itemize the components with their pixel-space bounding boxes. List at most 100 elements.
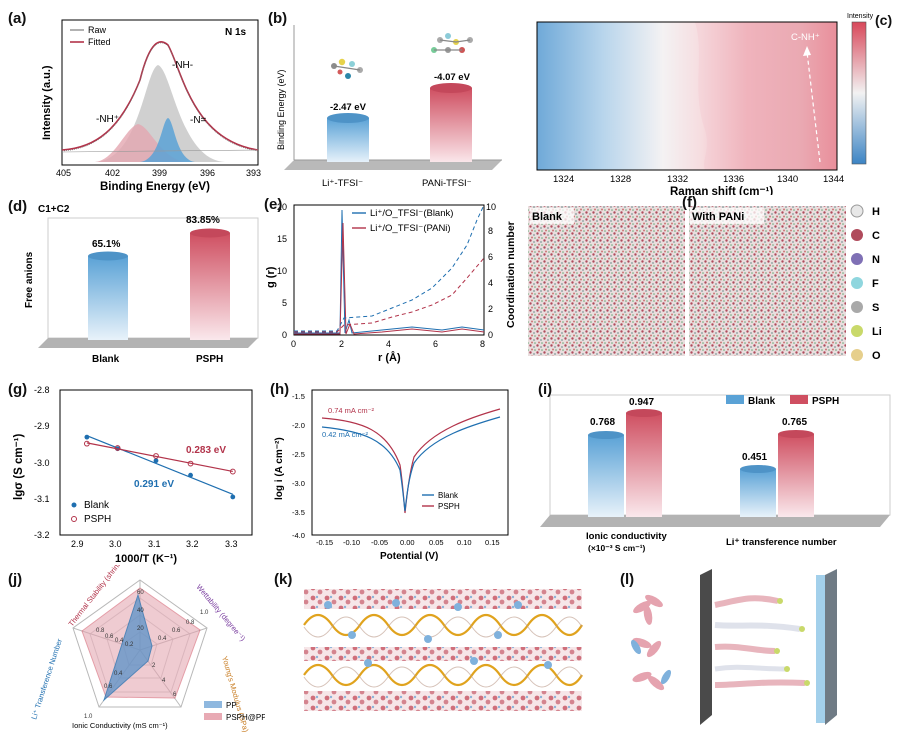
- rdf-ylabel: g (r): [265, 266, 277, 288]
- tafel-frame: [311, 389, 509, 536]
- panel-label-k: (k): [274, 571, 293, 588]
- tafel-xtick: 0.05: [429, 538, 444, 547]
- radar-tick: 0.2: [125, 642, 134, 648]
- tafel-psph-line: [321, 408, 501, 514]
- data-point-psph: [114, 445, 121, 451]
- atom-s-icon: [851, 301, 863, 313]
- rdf-y2tick: 10: [486, 202, 496, 212]
- value-label-pani: -4.07 eV: [434, 72, 471, 83]
- rdf-yticks: 0 5 10 15 20: [277, 202, 287, 340]
- peak-label-neq: -N=: [190, 115, 207, 126]
- tfsi-ions: [324, 599, 552, 669]
- rdf-y2tick: 0: [488, 330, 493, 340]
- tafel-blank-line: [321, 416, 501, 512]
- xps-xtick: 396: [200, 168, 215, 178]
- tafel-ylabel: log i (A cm⁻²): [274, 437, 285, 500]
- ion-transport-schematic: [630, 569, 837, 725]
- polymer-layer-middle: [304, 647, 582, 661]
- tafel-xlabel: Potential (V): [380, 551, 438, 562]
- rdf-ytick: 20: [277, 202, 287, 212]
- data-point-psph: [153, 453, 159, 459]
- annotation-c1c2: C1+C2: [38, 204, 70, 215]
- xps-xtick: 399: [152, 168, 167, 178]
- ion-path-bottom: [303, 663, 583, 687]
- tafel-ytick: -2.0: [292, 421, 305, 430]
- flower-clusters-icon: [630, 594, 672, 691]
- atom-label-li: Li: [872, 326, 882, 338]
- data-point-psph: [229, 468, 236, 475]
- tafel-yticks: -1.5 -2.0 -2.5 -3.0 -3.5 -4.0: [292, 392, 305, 540]
- radar-tick: 1.0: [200, 610, 209, 616]
- category-ionic: Ionic conductivity: [586, 531, 667, 542]
- tafel-xtick: -0.10: [343, 538, 360, 547]
- arrhenius-ytick: -3.1: [34, 494, 50, 504]
- ion-streaks-icon: [714, 595, 810, 688]
- xps-xtick: 393: [246, 168, 261, 178]
- rdf-blank-line: [294, 209, 485, 334]
- colorbar: [851, 21, 867, 165]
- panel-d: (d) C1+C2 65.1% 83.85% Blank PSPH Free a…: [0, 190, 270, 365]
- cn-blank-line: [294, 204, 485, 332]
- panel-c: (c) C-NH⁺ Intensity 1324 1328: [515, 0, 903, 198]
- panel-label-d: (d): [8, 198, 28, 215]
- arrhenius-ylabel: lgσ (S cm⁻¹): [13, 434, 25, 500]
- rdf-ytick: 5: [282, 298, 287, 308]
- arrhenius-ytick: -2.8: [34, 385, 50, 395]
- radar-axis-transference: Li⁺ Transference Number: [29, 637, 64, 721]
- bar-ionic-psph: [626, 409, 662, 517]
- heatmap-annotation: C-NH⁺: [791, 32, 820, 43]
- atom-h-icon: [850, 204, 864, 218]
- atom-label-s: S: [872, 302, 879, 314]
- panel-e: (e) Li⁺/O_TFSI⁻(Blank) Li⁺/O_TFSI⁻(PANi)…: [262, 190, 524, 370]
- value-label-transfer-blank: 0.451: [742, 452, 767, 463]
- xps-xlabel: Binding Energy (eV): [100, 181, 210, 193]
- data-point-psph: [187, 460, 194, 467]
- panel-label-b: (b): [268, 10, 288, 27]
- tafel-ytick: -2.5: [292, 450, 305, 459]
- raman-xtick: 1344: [823, 174, 844, 185]
- radar-tick: 0.8: [186, 620, 195, 626]
- tafel-ytick: -3.5: [292, 508, 305, 517]
- atom-legend: H C N F S Li O: [850, 204, 882, 362]
- bar-transfer-blank: [740, 465, 776, 517]
- category-psph: PSPH: [196, 354, 223, 365]
- raman-xtick: 1336: [723, 174, 744, 185]
- arrhenius-ytick: -3.2: [34, 530, 50, 540]
- bar-transfer-psph: [778, 430, 814, 517]
- bar-floor: [540, 515, 890, 527]
- legend-blank: Blank: [84, 500, 110, 511]
- bar-floor: [38, 338, 258, 348]
- polymer-layer-bottom: [304, 691, 582, 711]
- arrhenius-xtick: 3.0: [109, 539, 122, 549]
- raman-xtick: 1328: [610, 174, 631, 185]
- panel-k: (k): [268, 565, 598, 735]
- radar-grid: [72, 579, 208, 708]
- panel-b: (b) -2.47 eV -4.07: [262, 0, 517, 195]
- xps-raw-line: [61, 42, 259, 152]
- legend-psph: PSPH: [84, 514, 111, 525]
- panel-a: (a) Raw Fitted N 1s -NH- -NH⁺ -N= 405 40…: [0, 0, 270, 195]
- legend-radar-psph: PSPH@PP: [226, 713, 265, 722]
- legend-i-psph: PSPH: [812, 396, 839, 407]
- legend-tafel-psph: PSPH: [438, 502, 460, 511]
- xps-fitted-line: [61, 41, 259, 151]
- atom-label-o: O: [872, 350, 881, 362]
- radar-tick: 0.4: [114, 671, 123, 677]
- panel-label-i: (i): [538, 381, 553, 398]
- value-label-psph: 83.85%: [186, 215, 220, 226]
- rdf-y2ticks: 0 2 4 6 8 10: [486, 202, 496, 340]
- binding-energy-ylabel: Binding Energy (eV): [276, 69, 286, 150]
- ea-label-psph: 0.283 eV: [186, 445, 226, 456]
- legend-raw: Raw: [88, 25, 107, 35]
- raman-heatmap: C-NH⁺ Intensity 1324 1328 1332 1336 1340…: [536, 13, 874, 198]
- panel-label-l: (l): [620, 571, 635, 588]
- binding-energy-chart: -2.47 eV -4.07 eV Li⁺-TFSI⁻ PANi-TFSI⁻ B…: [276, 25, 502, 189]
- tafel-ytick: -3.0: [292, 479, 305, 488]
- rdf-xlabel: r (Å): [378, 351, 401, 364]
- radar-tick: 0.4: [158, 636, 167, 642]
- xps-title: N 1s: [225, 27, 247, 38]
- legend-i-blank: Blank: [748, 396, 776, 407]
- legend-rdf-pani: Li⁺/O_TFSI⁻(PANi): [370, 223, 451, 234]
- category-ionic-unit: (×10⁻³ S cm⁻¹): [588, 543, 646, 553]
- peak-label-nhplus: -NH⁺: [96, 114, 119, 125]
